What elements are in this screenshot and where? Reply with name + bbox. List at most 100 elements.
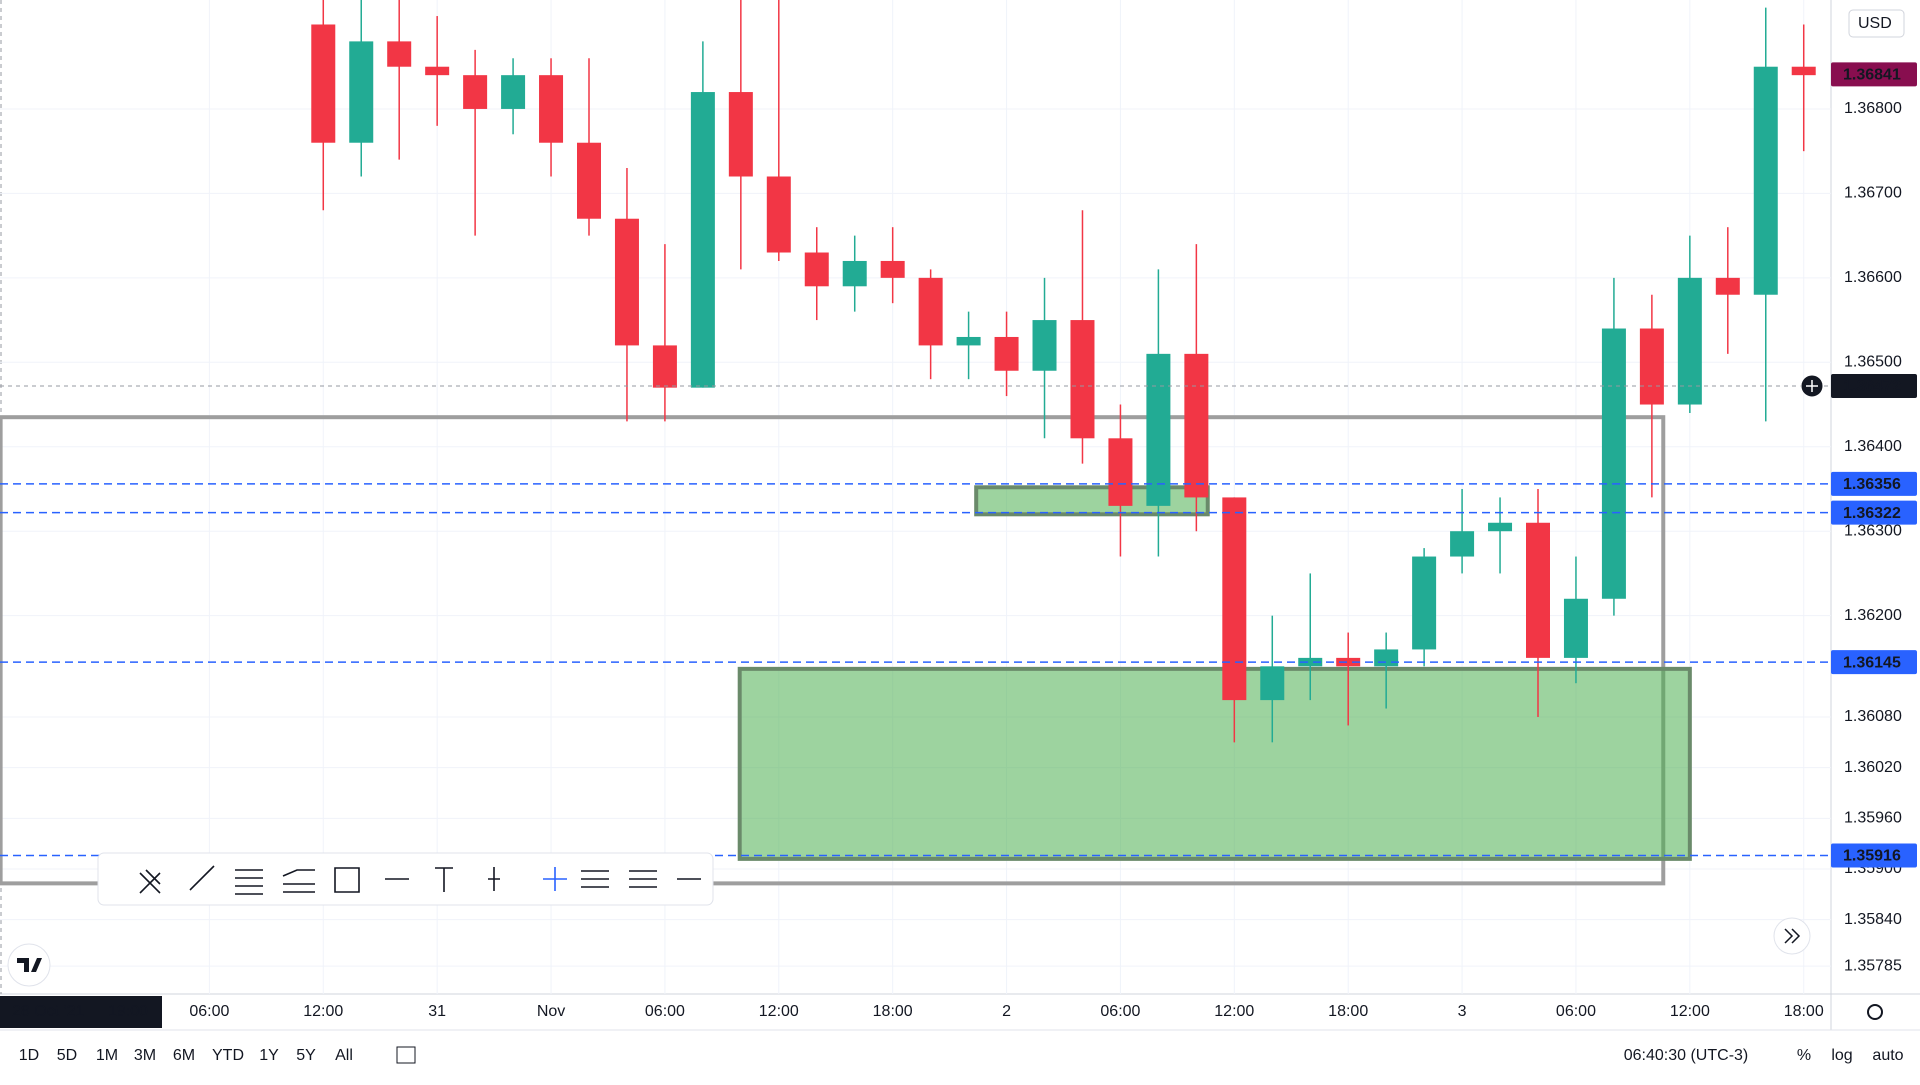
currency-dropdown[interactable]: [1848, 9, 1905, 38]
candle-body: [956, 336, 981, 346]
candle-body: [880, 260, 905, 278]
candle-body: [1184, 353, 1209, 498]
candle-body: [1336, 657, 1361, 667]
y-tick-label: 1.36020: [1844, 759, 1902, 776]
crosshair-price-label: 1.36472: [1843, 378, 1901, 395]
candle-body: [652, 345, 677, 388]
current-price-tag: [1831, 62, 1917, 87]
range-button[interactable]: 1M: [96, 1047, 118, 1064]
y-tick-label: 1.36500: [1844, 354, 1902, 371]
candle-body: [1260, 666, 1285, 701]
candle-body: [1412, 556, 1437, 650]
candle-body: [501, 75, 526, 109]
current-price-label: 1.36841: [1843, 67, 1901, 84]
x-tick-label: 12:00: [1670, 1003, 1710, 1020]
y-tick-label: 1.36300: [1844, 522, 1902, 539]
x-tick-label: 2: [1002, 1003, 1011, 1020]
candle-body: [349, 41, 374, 143]
candle-body: [387, 41, 412, 67]
currency-label: USD: [1858, 15, 1892, 32]
chevrons: [1784, 928, 1801, 944]
candle-body: [842, 260, 867, 287]
price-line-label: 1.35916: [1843, 848, 1901, 865]
toolbar-tool[interactable]: [581, 870, 609, 888]
candle-body: [539, 75, 564, 143]
candle-body: [577, 142, 601, 219]
y-tick-label: 1.36400: [1844, 438, 1902, 455]
x-tick-label: 3: [1458, 1003, 1467, 1020]
price-line-tag: [1831, 471, 1917, 496]
date-range-icon[interactable]: [396, 1046, 416, 1064]
scale-toggle[interactable]: %: [1797, 1047, 1811, 1064]
y-tick-label: 1.36700: [1844, 185, 1902, 202]
y-tick-label: 1.35785: [1844, 957, 1902, 974]
range-button[interactable]: 1Y: [259, 1047, 279, 1064]
candle-body: [1791, 66, 1816, 76]
y-tick-label: 1.36080: [1844, 708, 1902, 725]
toolbar-tool[interactable]: [435, 867, 453, 892]
scale-toggle[interactable]: log: [1831, 1047, 1852, 1064]
range-button[interactable]: YTD: [212, 1047, 244, 1064]
toolbar-tool[interactable]: [543, 867, 567, 891]
x-tick-label: Nov: [537, 1003, 565, 1020]
range-button[interactable]: 5D: [57, 1047, 77, 1064]
price-line-label: 1.36145: [1843, 654, 1901, 671]
range-button[interactable]: 6M: [173, 1047, 195, 1064]
x-tick-label: 18:00: [1328, 1003, 1368, 1020]
candle-body: [728, 92, 753, 177]
y-tick-label: 1.35840: [1844, 911, 1902, 928]
clock: 06:40:30 (UTC-3): [1624, 1047, 1749, 1064]
x-tick-label: 06:00: [645, 1003, 685, 1020]
crosshair-price-tag: [1831, 373, 1917, 398]
candle-body: [918, 277, 943, 346]
candle-body: [690, 92, 715, 388]
x-tick-label: 18:00: [1784, 1003, 1824, 1020]
plus-icon: [1806, 379, 1818, 392]
x-tick-label: 06:00: [1556, 1003, 1596, 1020]
candle-body: [1526, 522, 1550, 658]
toolbar-tool[interactable]: [334, 867, 360, 893]
candle-body: [1601, 328, 1626, 599]
x-tick-label: 12:00: [303, 1003, 343, 1020]
candle-body: [766, 176, 791, 253]
candle-body: [463, 75, 488, 109]
price-line-tag: [1831, 500, 1917, 525]
candle-body: [311, 24, 336, 143]
logo: [17, 958, 42, 972]
x-tick-label: 12:00: [759, 1003, 799, 1020]
candle-body: [1677, 277, 1702, 405]
crosshair-time-tag: [0, 996, 162, 1028]
scale-toggle[interactable]: auto: [1872, 1047, 1903, 1064]
candle-body: [1298, 657, 1323, 667]
range-button[interactable]: 3M: [134, 1047, 156, 1064]
price-line-tag: [1831, 650, 1917, 675]
range-button[interactable]: 5Y: [296, 1047, 316, 1064]
candle-body: [614, 218, 639, 346]
toolbar-tool[interactable]: [488, 867, 500, 891]
candle-body: [1639, 328, 1664, 405]
settings-icon[interactable]: [1867, 1004, 1883, 1020]
toolbar-tool[interactable]: [189, 865, 215, 891]
price-line-label: 1.36356: [1843, 476, 1901, 493]
candle-body: [1032, 320, 1057, 371]
x-tick-label: 12:00: [1214, 1003, 1254, 1020]
x-tick-label: 18:00: [873, 1003, 913, 1020]
toolbar-tool[interactable]: [282, 869, 315, 893]
toolbar-tool[interactable]: [235, 869, 263, 895]
crosshair-date: 28 Oct '21: [12, 1003, 85, 1020]
x-tick-label: 31: [428, 1003, 446, 1020]
candle-body: [804, 252, 829, 287]
candle-body: [1222, 497, 1247, 701]
rectangle-drawing: [974, 485, 1210, 517]
range-button[interactable]: 1D: [19, 1047, 39, 1064]
candle-body: [1374, 649, 1399, 667]
toolbar-tool[interactable]: [629, 870, 657, 888]
toolbar-tool[interactable]: [139, 869, 161, 894]
candle-body: [1450, 531, 1475, 557]
candle-body: [1070, 320, 1095, 439]
price-line-label: 1.36322: [1843, 505, 1901, 522]
range-button[interactable]: All: [335, 1047, 353, 1064]
